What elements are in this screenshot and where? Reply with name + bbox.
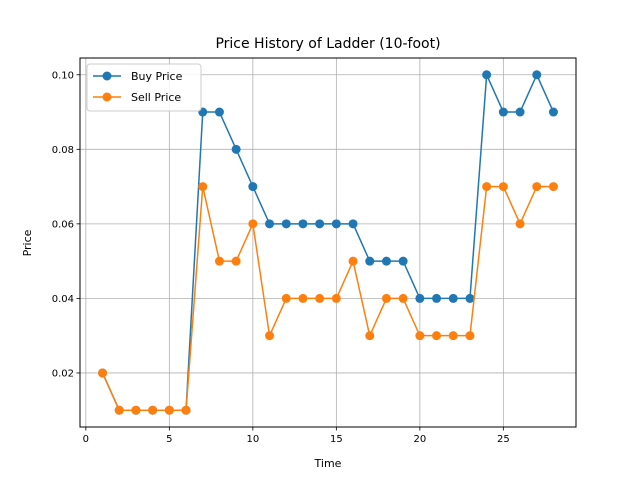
data-point-buy-price [281,219,291,229]
data-point-sell-price [281,293,291,303]
plot-frame [79,57,577,428]
legend-label-sell: Sell Price [131,91,181,104]
grid-lines [80,58,576,427]
series-sell-price [98,182,558,415]
y-tick-label: 0.02 [52,368,74,379]
data-point-buy-price [248,182,258,192]
data-point-buy-price [265,219,275,229]
x-tick-label: 25 [497,434,510,445]
data-point-buy-price [482,70,492,80]
data-point-sell-price [248,219,258,229]
x-tick-label: 5 [166,434,172,445]
data-point-sell-price [348,256,358,266]
data-point-sell-price [448,331,458,341]
legend-marker-buy [102,71,112,81]
legend-marker-sell [102,92,112,102]
data-point-sell-price [231,256,241,266]
data-point-sell-price [548,182,558,192]
data-point-sell-price [415,331,425,341]
x-axis-label: Time [314,457,342,470]
data-point-sell-price [214,256,224,266]
data-point-sell-price [365,331,375,341]
x-tick-label: 15 [330,434,343,445]
data-point-sell-price [498,182,508,192]
data-point-buy-price [515,107,525,117]
data-point-sell-price [148,405,158,415]
data-point-sell-price [398,293,408,303]
data-point-sell-price [131,405,141,415]
data-point-buy-price [498,107,508,117]
data-point-buy-price [448,293,458,303]
y-axis-label: Price [21,229,34,256]
x-tick-label: 10 [246,434,259,445]
data-point-buy-price [365,256,375,266]
data-point-sell-price [114,405,124,415]
data-point-sell-price [532,182,542,192]
y-tick-label: 0.06 [52,219,74,230]
data-point-buy-price [348,219,358,229]
data-point-buy-price [298,219,308,229]
data-point-sell-price [381,293,391,303]
data-point-buy-price [532,70,542,80]
data-point-sell-price [515,219,525,229]
y-tick-label: 0.10 [52,70,74,81]
data-point-sell-price [315,293,325,303]
data-point-sell-price [98,368,108,378]
y-tick-label: 0.08 [52,145,74,156]
data-point-buy-price [381,256,391,266]
x-tick-label: 20 [413,434,426,445]
data-point-sell-price [465,331,475,341]
data-point-buy-price [398,256,408,266]
data-point-sell-price [198,182,208,192]
series-line-sell-price [101,185,554,411]
data-point-sell-price [298,293,308,303]
data-point-sell-price [331,293,341,303]
x-tick-label: 0 [83,434,89,445]
legend: Buy Price Sell Price [86,63,202,112]
data-point-sell-price [482,182,492,192]
data-point-sell-price [432,331,442,341]
data-point-buy-price [231,144,241,154]
data-point-sell-price [265,331,275,341]
data-point-sell-price [164,405,174,415]
data-point-buy-price [315,219,325,229]
series-layer [98,70,558,415]
data-point-buy-price [331,219,341,229]
data-point-buy-price [465,293,475,303]
data-point-buy-price [548,107,558,117]
data-point-buy-price [214,107,224,117]
legend-label-buy: Buy Price [131,70,183,83]
chart-title: Price History of Ladder (10-foot) [215,36,440,52]
y-tick-label: 0.04 [52,294,74,305]
data-point-sell-price [181,405,191,415]
x-axis-ticks: 0 5 10 15 20 25 [83,427,510,445]
data-point-buy-price [432,293,442,303]
y-axis-ticks: 0.02 0.04 0.06 0.08 0.10 [52,70,80,379]
data-point-buy-price [415,293,425,303]
